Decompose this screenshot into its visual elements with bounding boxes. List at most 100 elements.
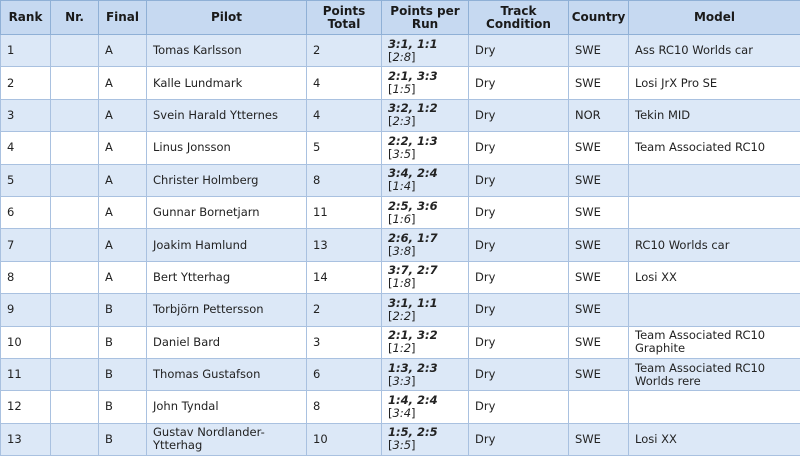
country-cell: SWE xyxy=(568,260,629,295)
run-points: 2:1, 3:3 xyxy=(388,69,438,84)
model-cell: Losi JrX Pro SE xyxy=(628,66,800,100)
header-points-per-run[interactable]: Points per Run xyxy=(381,0,469,35)
nr-cell xyxy=(50,260,99,295)
country-cell: SWE xyxy=(568,357,629,392)
table-row: 11 B Thomas Gustafson 6 1:3, 2:3 [3:3] D… xyxy=(0,357,800,392)
rank-cell: 11 xyxy=(0,357,51,392)
nr-cell xyxy=(50,228,99,262)
model-cell: Ass RC10 Worlds car xyxy=(628,33,800,68)
run-extra: [3:5] xyxy=(388,438,416,453)
points-per-run-cell: 3:4, 2:4 [1:4] xyxy=(381,163,469,197)
table-row: 6 A Gunnar Bornetjarn 11 2:5, 3:6 [1:6] … xyxy=(0,195,800,230)
model-cell: Team Associated RC10 xyxy=(628,131,800,165)
nr-cell xyxy=(50,195,99,230)
final-cell: A xyxy=(98,163,147,197)
country-cell: SWE xyxy=(568,228,629,262)
track-condition-cell: Dry xyxy=(468,33,569,68)
nr-cell xyxy=(50,325,99,359)
country-cell xyxy=(568,390,629,424)
model-cell: Tekin MID xyxy=(628,98,800,133)
points-per-run-cell: 1:5, 2:5 [3:5] xyxy=(381,422,469,457)
final-cell: A xyxy=(98,66,147,100)
country-cell: SWE xyxy=(568,195,629,230)
run-extra-value: 3:3 xyxy=(392,373,412,388)
points-total-cell: 2 xyxy=(306,33,382,68)
run-extra: [2:3] xyxy=(388,114,416,129)
points-total-cell: 10 xyxy=(306,422,382,457)
run-extra-value: 2:2 xyxy=(392,308,412,323)
final-cell: B xyxy=(98,422,147,457)
points-per-run-cell: 3:1, 1:1 [2:8] xyxy=(381,33,469,68)
run-extra: [2:2] xyxy=(388,308,416,323)
points-total-cell: 4 xyxy=(306,98,382,133)
model-cell: Losi XX xyxy=(628,260,800,295)
country-cell: SWE xyxy=(568,131,629,165)
points-per-run-cell: 3:1, 1:1 [2:2] xyxy=(381,293,469,327)
points-total-cell: 11 xyxy=(306,195,382,230)
run-points: 1:4, 2:4 xyxy=(388,392,438,407)
table-header: Rank Nr. Final Pilot Points Total Points… xyxy=(0,0,800,35)
run-extra-value: 3:8 xyxy=(392,244,412,259)
header-points-total[interactable]: Points Total xyxy=(306,0,382,35)
run-extra: [1:5] xyxy=(388,82,416,97)
points-per-run-cell: 2:2, 1:3 [3:5] xyxy=(381,131,469,165)
run-extra-value: 1:4 xyxy=(392,179,412,194)
table-body: 1 A Tomas Karlsson 2 3:1, 1:1 [2:8] Dry … xyxy=(0,33,800,457)
pilot-cell: Joakim Hamlund xyxy=(146,228,307,262)
header-country[interactable]: Country xyxy=(568,0,629,35)
points-total-cell: 8 xyxy=(306,390,382,424)
run-extra-value: 3:5 xyxy=(392,438,412,453)
run-extra: [2:8] xyxy=(388,49,416,64)
run-extra: [1:8] xyxy=(388,276,416,291)
table-row: 9 B Torbjörn Pettersson 2 3:1, 1:1 [2:2]… xyxy=(0,293,800,327)
rank-cell: 5 xyxy=(0,163,51,197)
pilot-cell: Kalle Lundmark xyxy=(146,66,307,100)
points-total-cell: 2 xyxy=(306,293,382,327)
pilot-cell: Christer Holmberg xyxy=(146,163,307,197)
model-cell xyxy=(628,195,800,230)
pilot-cell: Gunnar Bornetjarn xyxy=(146,195,307,230)
nr-cell xyxy=(50,66,99,100)
table-row: 2 A Kalle Lundmark 4 2:1, 3:3 [1:5] Dry … xyxy=(0,66,800,100)
header-final[interactable]: Final xyxy=(98,0,147,35)
table-row: 4 A Linus Jonsson 5 2:2, 1:3 [3:5] Dry S… xyxy=(0,131,800,165)
country-cell: SWE xyxy=(568,163,629,197)
rank-cell: 1 xyxy=(0,33,51,68)
track-condition-cell: Dry xyxy=(468,131,569,165)
header-track-condition[interactable]: Track Condition xyxy=(468,0,569,35)
run-points: 3:2, 1:2 xyxy=(388,101,438,116)
track-condition-cell: Dry xyxy=(468,163,569,197)
rank-cell: 8 xyxy=(0,260,51,295)
track-condition-cell: Dry xyxy=(468,66,569,100)
points-total-cell: 6 xyxy=(306,357,382,392)
pilot-cell: Tomas Karlsson xyxy=(146,33,307,68)
header-rank[interactable]: Rank xyxy=(0,0,51,35)
country-cell: SWE xyxy=(568,422,629,457)
track-condition-cell: Dry xyxy=(468,195,569,230)
track-condition-cell: Dry xyxy=(468,293,569,327)
table-row: 8 A Bert Ytterhag 14 3:7, 2:7 [1:8] Dry … xyxy=(0,260,800,295)
run-extra: [1:4] xyxy=(388,179,416,194)
nr-cell xyxy=(50,98,99,133)
header-nr[interactable]: Nr. xyxy=(50,0,99,35)
model-cell: Losi XX xyxy=(628,422,800,457)
header-pilot[interactable]: Pilot xyxy=(146,0,307,35)
table-row: 3 A Svein Harald Ytternes 4 3:2, 1:2 [2:… xyxy=(0,98,800,133)
nr-cell xyxy=(50,33,99,68)
rank-cell: 10 xyxy=(0,325,51,359)
run-points: 1:5, 2:5 xyxy=(388,425,438,440)
header-model[interactable]: Model xyxy=(628,0,800,35)
model-cell xyxy=(628,293,800,327)
points-total-cell: 5 xyxy=(306,131,382,165)
run-points: 3:1, 1:1 xyxy=(388,36,438,51)
table-row: 7 A Joakim Hamlund 13 2:6, 1:7 [3:8] Dry… xyxy=(0,228,800,262)
nr-cell xyxy=(50,390,99,424)
country-cell: SWE xyxy=(568,33,629,68)
run-extra: [1:6] xyxy=(388,211,416,226)
points-per-run-cell: 3:2, 1:2 [2:3] xyxy=(381,98,469,133)
track-condition-cell: Dry xyxy=(468,260,569,295)
final-cell: A xyxy=(98,195,147,230)
run-extra: [3:5] xyxy=(388,146,416,161)
table-row: 5 A Christer Holmberg 8 3:4, 2:4 [1:4] D… xyxy=(0,163,800,197)
